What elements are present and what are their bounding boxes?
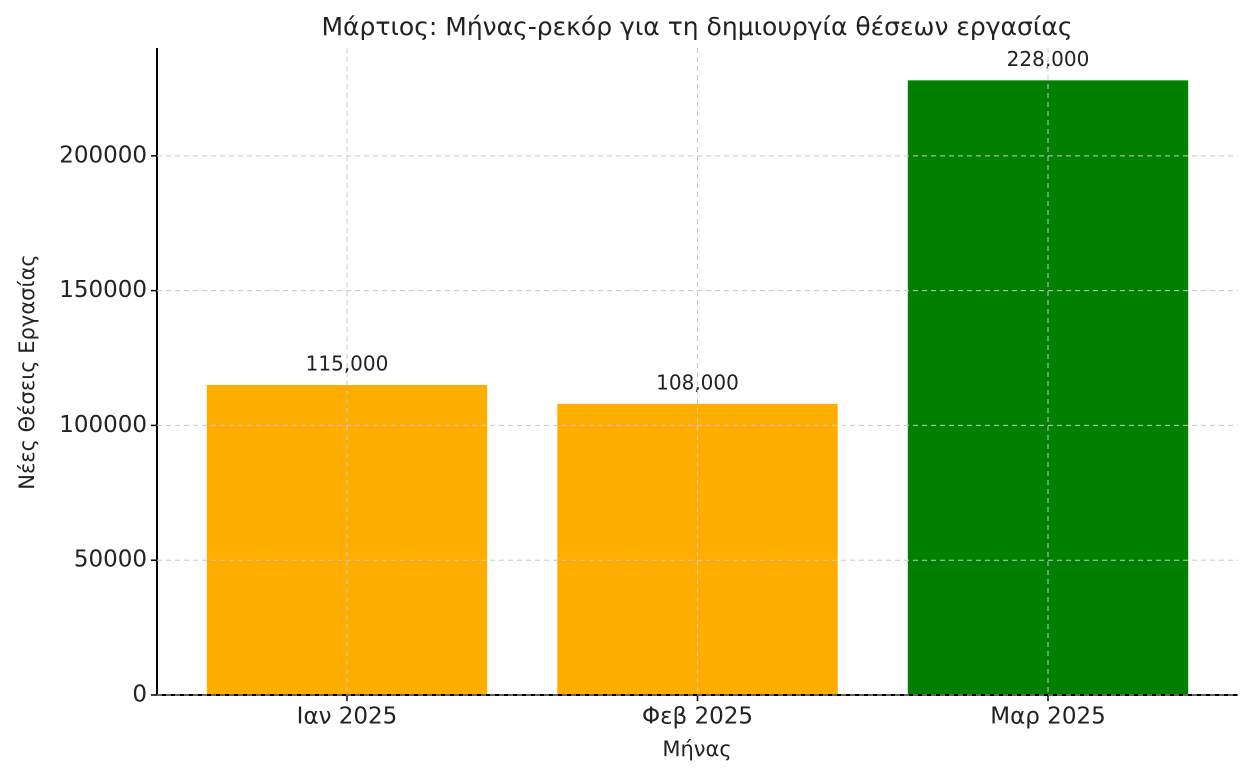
bar xyxy=(907,80,1189,696)
y-tick-label: 100000 xyxy=(59,412,147,438)
x-tick-label: Μαρ 2025 xyxy=(990,704,1105,730)
bar xyxy=(206,384,488,695)
chart-title: Μάρτιος: Μήνας-ρεκόρ για τη δημιουργία θ… xyxy=(321,12,1072,41)
y-tick-label: 150000 xyxy=(59,277,147,303)
y-tick-label: 200000 xyxy=(59,142,147,168)
grid xyxy=(157,48,1238,696)
y-axis-label: Νέες Θέσεις Εργασίας xyxy=(15,254,39,490)
y-tick-label: 0 xyxy=(132,682,147,708)
x-axis-label: Μήνας xyxy=(662,737,731,761)
x-tick-label: Φεβ 2025 xyxy=(642,704,753,730)
x-tick-label: Ιαν 2025 xyxy=(297,704,398,730)
y-tick-label: 50000 xyxy=(74,547,147,573)
